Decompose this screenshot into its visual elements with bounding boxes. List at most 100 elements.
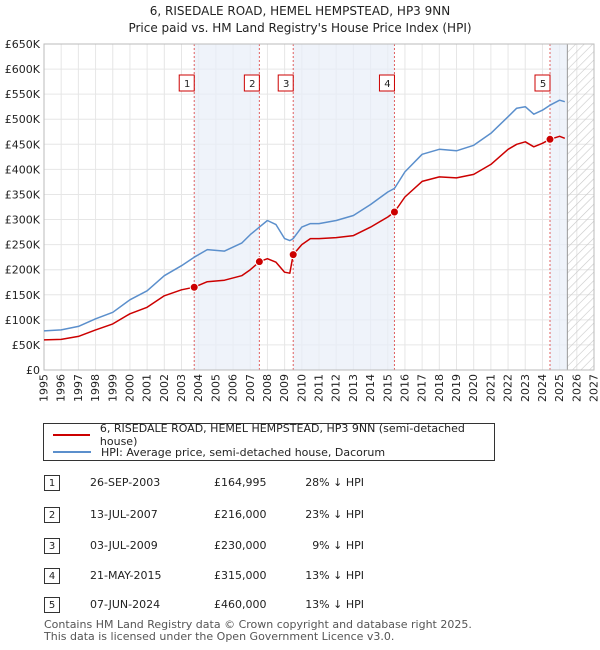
sale-label-box	[277, 74, 294, 92]
x-tick-label: 2000	[123, 374, 136, 402]
transaction-number: 3	[44, 538, 60, 554]
x-tick-label: 2008	[261, 374, 274, 402]
transaction-price: £315,000	[214, 569, 267, 582]
x-tick-label: 2026	[570, 374, 583, 402]
transaction-hpi: 13% ↓ HPI	[305, 569, 364, 582]
legend-item-property: 6, RISEDALE ROAD, HEMEL HEMPSTEAD, HP3 9…	[53, 422, 494, 448]
sale-label-text: 4	[384, 79, 390, 90]
x-tick-label: 2003	[175, 374, 188, 402]
sale-label-box	[243, 74, 260, 92]
transaction-date: 03-JUL-2009	[90, 539, 158, 552]
y-tick-label: £50K	[12, 339, 41, 352]
sale-label-box	[534, 74, 551, 92]
transaction-price: £164,995	[214, 476, 267, 489]
sale-point	[545, 134, 555, 144]
transaction-date: 07-JUN-2024	[90, 598, 161, 611]
sale-point	[189, 282, 199, 292]
series-line	[43, 99, 566, 332]
footer-copyright: Contains HM Land Registry data © Crown c…	[44, 618, 472, 631]
transaction-hpi: 28% ↓ HPI	[305, 476, 364, 489]
footer: Contains HM Land Registry data © Crown c…	[44, 619, 472, 643]
sale-period-shade	[550, 44, 568, 370]
x-tick-label: 2009	[278, 374, 291, 402]
sale-label-text: 5	[540, 79, 546, 90]
x-tick-label: 2002	[158, 374, 171, 402]
x-tick-label: 1999	[106, 374, 119, 402]
transaction-price: £216,000	[214, 508, 267, 521]
x-tick-label: 2006	[227, 374, 240, 402]
x-tick-label: 2023	[519, 374, 532, 402]
transaction-date: 21-MAY-2015	[90, 569, 162, 582]
transaction-number: 2	[44, 507, 60, 523]
legend-swatch-property	[53, 434, 90, 436]
plot-frame	[43, 43, 595, 371]
price-chart: 6, RISEDALE ROAD, HEMEL HEMPSTEAD, HP3 9…	[5, 4, 600, 402]
y-tick-label: £550K	[5, 88, 41, 101]
y-tick-label: £200K	[5, 264, 41, 277]
y-tick-label: £350K	[5, 188, 41, 201]
forecast-hatch	[567, 44, 594, 370]
x-tick-label: 2005	[209, 374, 222, 402]
series-line	[43, 135, 566, 341]
legend-label-property: 6, RISEDALE ROAD, HEMEL HEMPSTEAD, HP3 9…	[99, 422, 465, 448]
sale-label-text: 3	[283, 79, 289, 90]
y-tick-label: £450K	[5, 138, 41, 151]
x-tick-label: 2013	[347, 374, 360, 402]
x-tick-label: 2018	[433, 374, 446, 402]
x-tick-label: 1998	[89, 374, 102, 402]
transaction-hpi: 9% ↓ HPI	[312, 539, 364, 552]
y-tick-label: £150K	[5, 289, 41, 302]
y-tick-label: £100K	[5, 314, 41, 327]
y-tick-label: £400K	[5, 163, 41, 176]
transaction-number: 4	[44, 568, 60, 584]
transaction-hpi: 23% ↓ HPI	[305, 508, 364, 521]
sale-label-text: 2	[249, 79, 255, 90]
chart-subtitle: Price paid vs. HM Land Registry's House …	[128, 21, 471, 35]
transaction-number: 5	[44, 597, 60, 613]
x-tick-label: 2027	[588, 374, 600, 402]
sale-label-box	[178, 74, 195, 92]
y-tick-label: £500K	[5, 113, 41, 126]
x-tick-label: 2010	[295, 374, 308, 402]
x-tick-label: 2001	[141, 374, 154, 402]
transaction-number: 1	[44, 475, 60, 491]
x-tick-label: 2025	[553, 374, 566, 402]
y-tick-label: £300K	[5, 214, 41, 227]
x-tick-label: 2020	[467, 374, 480, 402]
chart-title: 6, RISEDALE ROAD, HEMEL HEMPSTEAD, HP3 9…	[150, 4, 450, 18]
transaction-date: 26-SEP-2003	[90, 476, 161, 489]
legend-label-hpi: HPI: Average price, semi-detached house,…	[101, 445, 386, 459]
x-tick-label: 2022	[502, 374, 515, 402]
x-tick-label: 1995	[38, 374, 51, 402]
y-tick-label: £0	[26, 364, 40, 377]
x-tick-label: 2004	[192, 374, 205, 402]
footer-licence: This data is licensed under the Open Gov…	[44, 630, 395, 643]
sale-point	[254, 257, 264, 267]
transaction-hpi: 13% ↓ HPI	[305, 598, 364, 611]
legend-swatch-hpi	[53, 451, 91, 453]
x-tick-label: 2012	[330, 374, 343, 402]
x-tick-label: 2017	[416, 374, 429, 402]
x-tick-label: 2014	[364, 374, 377, 402]
x-tick-label: 2024	[536, 374, 549, 402]
x-tick-label: 1996	[55, 374, 68, 402]
x-tick-label: 1997	[72, 374, 85, 402]
x-tick-label: 2007	[244, 374, 257, 402]
y-tick-label: £600K	[5, 63, 41, 76]
sale-label-text: 1	[184, 79, 190, 90]
x-tick-label: 2015	[381, 374, 394, 402]
x-tick-label: 2021	[484, 374, 497, 402]
x-tick-label: 2019	[450, 374, 463, 402]
transaction-price: £230,000	[214, 539, 267, 552]
legend-item-hpi: HPI: Average price, semi-detached house,…	[53, 444, 385, 460]
sale-period-shade	[194, 44, 260, 370]
transaction-price: £460,000	[214, 598, 267, 611]
sale-point	[389, 207, 399, 217]
legend: 6, RISEDALE ROAD, HEMEL HEMPSTEAD, HP3 9…	[43, 422, 495, 461]
sale-period-shade	[293, 44, 395, 370]
transaction-date: 13-JUL-2007	[90, 508, 158, 521]
y-tick-label: £250K	[5, 239, 41, 252]
x-tick-label: 2011	[313, 374, 326, 402]
sale-point	[288, 250, 298, 260]
x-tick-label: 2016	[398, 374, 411, 402]
